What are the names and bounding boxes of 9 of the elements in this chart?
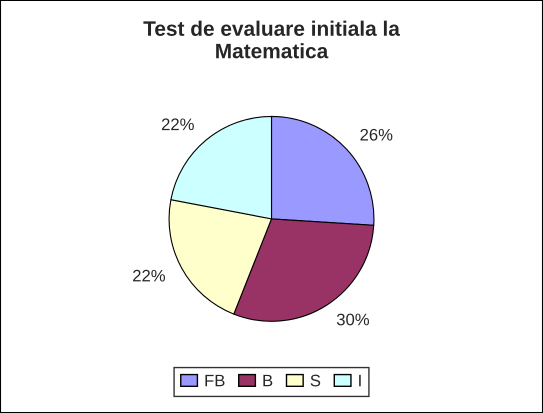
legend-label: FB [205, 374, 225, 386]
data-label: 22% [133, 270, 165, 282]
data-label: 26% [360, 128, 392, 141]
legend-label: B [263, 374, 272, 386]
chart-title: Test de evaluare initiala la Matematica [143, 20, 400, 58]
data-label: 22% [162, 118, 194, 130]
data-label: 30% [336, 314, 370, 326]
legend-label: I [359, 374, 361, 386]
legend-label: S [310, 374, 320, 386]
